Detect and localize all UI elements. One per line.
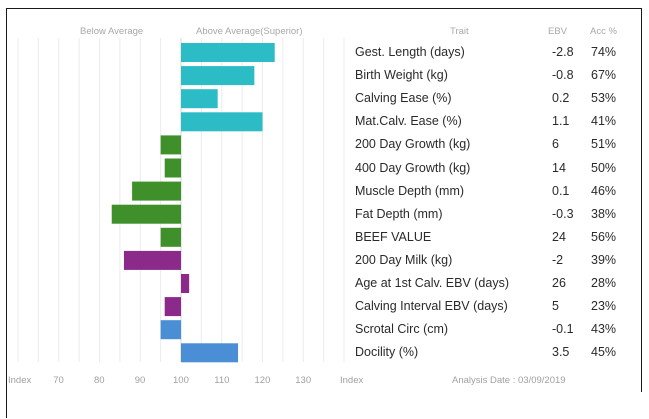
analysis-date: Analysis Date : 03/09/2019 <box>452 375 566 386</box>
frame-edge <box>6 392 7 418</box>
acc-value: 74% <box>591 45 617 59</box>
bar <box>181 89 218 109</box>
ebv-value: 3.5 <box>552 345 570 360</box>
trait-name: Mat.Calv. Ease (%) <box>355 114 462 129</box>
acc-value: 56% <box>591 229 617 244</box>
x-tick-label: 120 <box>254 375 271 386</box>
bar <box>181 66 255 86</box>
bar <box>160 135 181 155</box>
acc-column-header: Acc % <box>590 26 617 37</box>
below-average-label: Below Average <box>80 26 144 37</box>
ebv-value: 5 <box>552 299 559 314</box>
x-tick-label: 110 <box>214 375 230 386</box>
bar <box>160 320 181 340</box>
bar <box>123 250 181 270</box>
index-label-left: Index <box>8 375 32 386</box>
bar <box>160 227 181 247</box>
ebv-value: 1.1 <box>552 114 570 129</box>
bar <box>181 343 239 363</box>
ebv-value: -0.1 <box>552 322 574 337</box>
ebv-value: -0.3 <box>552 206 574 221</box>
ebv-value: -2 <box>552 252 564 267</box>
trait-name: Age at 1st Calv. EBV (days) <box>355 276 509 290</box>
bar <box>164 158 181 178</box>
bar <box>181 43 275 62</box>
acc-value: 53% <box>591 91 617 106</box>
acc-value: 51% <box>591 137 617 152</box>
acc-value: 67% <box>591 68 617 83</box>
acc-value: 23% <box>591 299 617 314</box>
acc-value: 50% <box>591 160 617 175</box>
ebv-value: 24 <box>552 229 566 244</box>
ebv-value: 26 <box>552 276 566 290</box>
bar <box>132 181 181 201</box>
acc-value: 38% <box>591 206 617 221</box>
bar <box>181 112 263 132</box>
trait-name: Muscle Depth (mm) <box>355 183 465 198</box>
ebv-column-header: EBV <box>548 26 568 37</box>
acc-value: 43% <box>591 322 617 337</box>
trait-name: Gest. Length (days) <box>355 45 465 59</box>
ebv-value: 14 <box>552 160 566 175</box>
ebv-value: 0.1 <box>552 183 570 198</box>
trait-name: Birth Weight (kg) <box>355 68 448 83</box>
bars <box>111 43 275 363</box>
acc-value: 46% <box>591 183 617 198</box>
acc-value: 28% <box>591 276 617 290</box>
chart-frame <box>6 8 642 392</box>
trait-name: BEEF VALUE <box>355 229 432 244</box>
trait-name: Docility (%) <box>355 345 419 360</box>
x-tick-label: 90 <box>134 375 146 386</box>
bar <box>164 297 181 317</box>
acc-value: 45% <box>591 345 617 360</box>
ebv-value: 0.2 <box>552 91 570 106</box>
bar <box>111 204 181 224</box>
x-tick-label: 100 <box>173 375 189 386</box>
bar <box>181 274 190 293</box>
x-tick-label: 70 <box>53 375 64 386</box>
ebv-value: 6 <box>552 137 559 152</box>
x-tick-label: 80 <box>94 375 105 386</box>
trait-column-header: Trait <box>450 26 469 37</box>
acc-value: 41% <box>591 114 617 129</box>
ebv-value: -0.8 <box>552 68 574 83</box>
index-label-right: Index <box>340 375 364 386</box>
ebv-value: -2.8 <box>552 45 574 59</box>
acc-value: 39% <box>591 252 617 267</box>
trait-name: Calving Interval EBV (days) <box>355 299 508 314</box>
trait-name: Calving Ease (%) <box>355 91 452 106</box>
trait-name: 200 Day Growth (kg) <box>355 137 471 152</box>
trait-name: Scrotal Circ (cm) <box>355 322 449 337</box>
above-average-label: Above Average(Superior) <box>196 26 303 37</box>
x-tick-label: 130 <box>295 375 312 386</box>
trait-name: Fat Depth (mm) <box>355 206 443 221</box>
trait-name: 200 Day Milk (kg) <box>355 252 453 267</box>
trait-name: 400 Day Growth (kg) <box>355 160 471 175</box>
